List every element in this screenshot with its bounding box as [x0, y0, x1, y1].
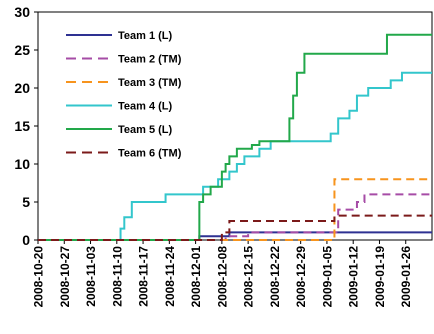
x-tick-label: 2008-12-08: [215, 246, 229, 308]
x-tick-label: 2008-10-27: [58, 246, 72, 308]
y-tick-label: 5: [22, 194, 30, 210]
x-axis: 2008-10-20 2008-10-27 2008-11-03 2008-11-10…: [32, 240, 413, 308]
plot-frame: [37, 11, 433, 241]
x-tick-label: 2009-01-12: [347, 246, 361, 308]
x-tick-label: 2008-12-01: [189, 246, 203, 308]
y-axis: 0 5 10 15 20 25 30: [14, 4, 38, 248]
y-tick-label: 25: [14, 42, 30, 58]
legend-label-team-4: Team 4 (L): [118, 101, 173, 113]
x-tick-label: 2008-12-15: [242, 246, 256, 308]
x-tick-label: 2008-11-17: [137, 246, 151, 307]
x-tick-label: 2008-11-10: [110, 246, 124, 307]
x-tick-label: 2009-01-19: [373, 246, 387, 308]
x-tick-label: 2008-12-29: [294, 246, 308, 308]
y-tick-label: 20: [14, 80, 30, 96]
y-tick-label: 15: [14, 118, 30, 134]
series-line-team-6: [38, 214, 432, 241]
series-line-team-2: [38, 193, 432, 241]
series-layer: [38, 33, 432, 241]
legend-label-team-2: Team 2 (TM): [118, 54, 182, 66]
series-line-team-5: [38, 33, 432, 241]
x-tick-label: 2009-01-26: [399, 246, 413, 308]
x-tick-label: 2008-11-03: [84, 246, 98, 307]
legend: Team 1 (L) Team 2 (TM) Team 3 (TM) Team 4 (…: [66, 30, 182, 160]
legend-label-team-1: Team 1 (L): [118, 30, 173, 42]
legend-label-team-6: Team 6 (TM): [118, 148, 182, 160]
legend-label-team-3: Team 3 (TM): [118, 77, 182, 89]
legend-label-team-5: Team 5 (L): [118, 124, 173, 136]
x-tick-label: 2008-10-20: [32, 246, 46, 308]
y-tick-label: 30: [14, 4, 30, 20]
y-tick-label: 0: [22, 232, 30, 248]
x-tick-label: 2008-12-22: [268, 246, 282, 308]
x-tick-label: 2009-01-05: [320, 246, 334, 308]
series-line-team-4: [38, 71, 432, 241]
y-tick-label: 10: [14, 156, 30, 172]
plot-area: [37, 11, 433, 241]
series-line-team-3: [38, 178, 432, 241]
x-tick-label: 2008-11-24: [163, 246, 177, 307]
